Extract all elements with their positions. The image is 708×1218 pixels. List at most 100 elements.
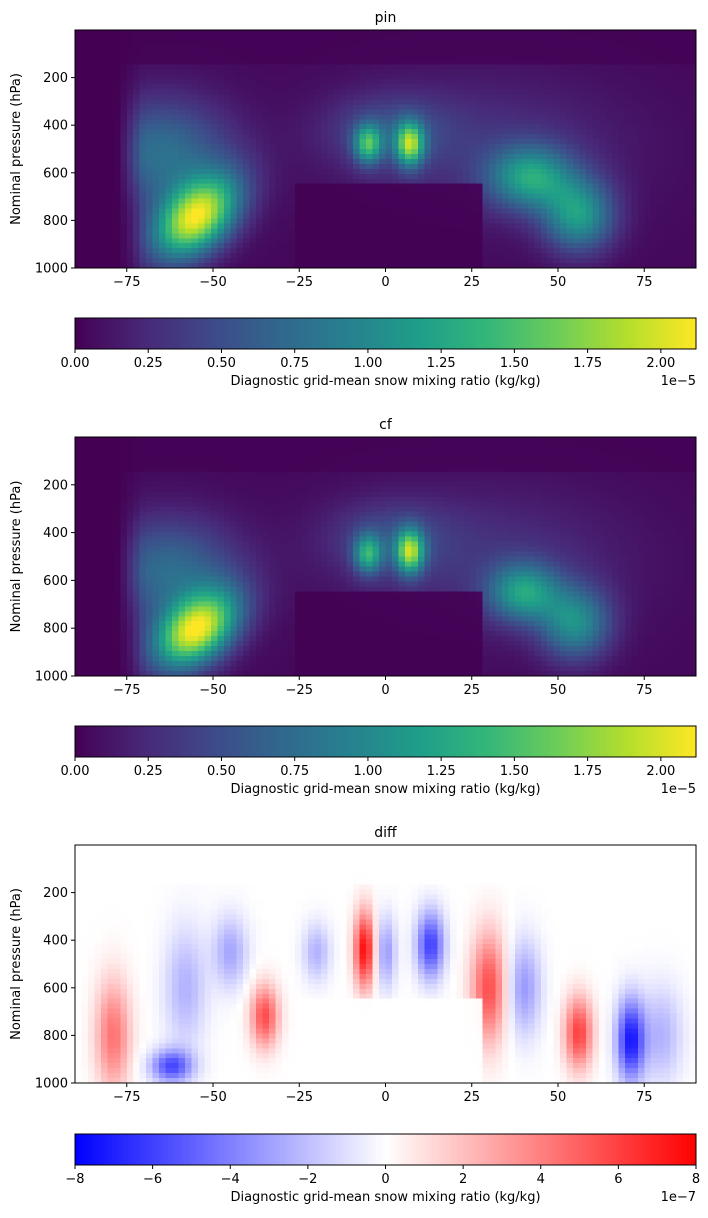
- heatmap-cell: [165, 218, 173, 224]
- heatmap-cell: [243, 79, 251, 86]
- heatmap-cell: [443, 263, 451, 269]
- heatmap-cell: [534, 203, 542, 210]
- heatmap-cell: [100, 188, 108, 195]
- colorbar-segment: [376, 318, 380, 349]
- heatmap-cell: [243, 109, 251, 115]
- heatmap-cell: [230, 223, 238, 229]
- heatmap-cell: [178, 129, 186, 135]
- heatmap-cell: [75, 39, 83, 46]
- heatmap-cell: [75, 566, 83, 573]
- heatmap-cell: [340, 213, 348, 220]
- heatmap-cell: [411, 188, 419, 195]
- heatmap-cell: [107, 253, 115, 259]
- heatmap-cell: [307, 94, 315, 101]
- heatmap-cell: [411, 139, 419, 145]
- colorbar-segment: [649, 318, 654, 349]
- heatmap-cell: [540, 129, 548, 135]
- heatmap-cell: [605, 248, 613, 254]
- heatmap-cell: [450, 79, 458, 86]
- heatmap-cell: [430, 208, 438, 215]
- heatmap-cell: [553, 134, 561, 140]
- heatmap-cell: [262, 124, 270, 130]
- heatmap-cell: [598, 238, 607, 244]
- heatmap-cell: [353, 134, 361, 140]
- heatmap-cell: [624, 163, 632, 170]
- heatmap-cell: [404, 258, 412, 264]
- heatmap-cell: [417, 89, 425, 96]
- heatmap-cell: [456, 168, 464, 175]
- heatmap-cell: [508, 59, 516, 66]
- heatmap-cell: [197, 139, 205, 145]
- heatmap-cell: [223, 64, 231, 71]
- heatmap-cell: [314, 168, 322, 175]
- heatmap-cell: [133, 39, 141, 46]
- heatmap-cell: [482, 34, 490, 41]
- heatmap-cell: [670, 84, 678, 91]
- heatmap-cell: [417, 39, 425, 46]
- heatmap-cell: [139, 79, 147, 86]
- heatmap-cell: [107, 64, 115, 71]
- heatmap-cell: [547, 188, 555, 195]
- heatmap-cell: [340, 69, 348, 76]
- colorbar-segment: [559, 318, 564, 349]
- heatmap-cell: [534, 178, 542, 185]
- heatmap-cell: [282, 223, 290, 229]
- heatmap-cell: [191, 114, 199, 120]
- heatmap-cell: [437, 30, 445, 36]
- heatmap-cell: [172, 94, 180, 101]
- heatmap-cell: [204, 188, 212, 195]
- heatmap-cell: [469, 178, 477, 185]
- heatmap-cell: [184, 203, 193, 210]
- heatmap-cell: [650, 94, 658, 101]
- heatmap-cell: [598, 263, 607, 269]
- heatmap-cell: [398, 198, 406, 205]
- heatmap-cell: [81, 144, 89, 150]
- heatmap-cell: [598, 139, 607, 145]
- heatmap-cell: [618, 153, 626, 160]
- heatmap-cell: [152, 158, 160, 165]
- heatmap-cell: [631, 99, 639, 105]
- heatmap-cell: [275, 64, 283, 71]
- heatmap-cell: [489, 139, 497, 145]
- heatmap-cell: [495, 44, 503, 51]
- heatmap-cell: [540, 54, 548, 61]
- heatmap-cell: [87, 536, 96, 543]
- heatmap-cell: [443, 49, 451, 56]
- heatmap-cell: [566, 139, 574, 145]
- heatmap-cell: [87, 611, 96, 617]
- heatmap-cell: [301, 203, 309, 210]
- heatmap-cell: [269, 84, 277, 91]
- heatmap-cell: [75, 541, 83, 548]
- heatmap-cell: [87, 546, 96, 553]
- heatmap-cell: [689, 124, 697, 130]
- heatmap-cell: [184, 39, 193, 46]
- heatmap-cell: [327, 49, 335, 56]
- heatmap-cell: [592, 89, 600, 96]
- heatmap-cell: [87, 178, 96, 185]
- heatmap-cell: [450, 208, 458, 215]
- heatmap-cell: [670, 109, 678, 115]
- heatmap-cell: [527, 238, 535, 244]
- heatmap-cell: [514, 30, 522, 36]
- colorbar-segment: [338, 318, 343, 349]
- colorbar-segment: [121, 318, 126, 349]
- x-tick-label: 0: [381, 275, 389, 290]
- colorbar-segment: [680, 318, 685, 349]
- heatmap-cell: [275, 218, 283, 224]
- heatmap-cell: [463, 94, 471, 101]
- heatmap-cell: [398, 233, 406, 239]
- heatmap-cell: [379, 114, 387, 120]
- heatmap-cell: [631, 263, 639, 269]
- heatmap-cell: [353, 238, 361, 244]
- heatmap-cell: [346, 74, 354, 81]
- heatmap-cell: [463, 223, 471, 229]
- heatmap-cell: [644, 183, 652, 190]
- heatmap-cell: [346, 258, 354, 264]
- heatmap-cell: [618, 104, 626, 110]
- heatmap-cell: [243, 74, 251, 81]
- heatmap-cell: [391, 94, 400, 101]
- heatmap-cell: [553, 89, 561, 96]
- heatmap-cell: [230, 64, 238, 71]
- heatmap-cell: [611, 84, 619, 91]
- heatmap-cell: [165, 168, 173, 175]
